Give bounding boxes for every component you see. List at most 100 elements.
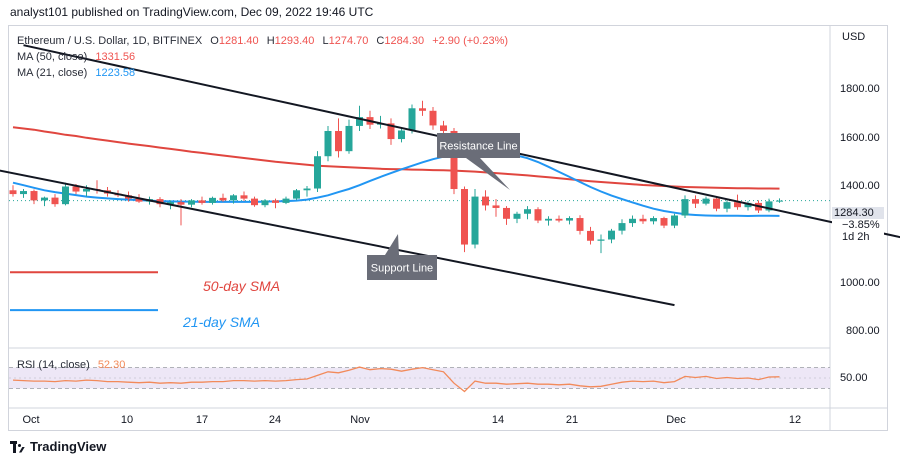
candle-body (62, 186, 69, 205)
rsi-label: RSI (14, close) (17, 359, 90, 371)
candle-body (744, 202, 752, 208)
candle-body (681, 199, 689, 216)
candle-body (293, 190, 300, 199)
candle-body (387, 123, 395, 140)
ma50-legend[interactable]: MA (50, close) 1331.56 (17, 51, 135, 63)
candle-body (482, 196, 489, 206)
candle-body (692, 199, 699, 204)
ma21-value: 1223.58 (95, 67, 136, 79)
candle-body (440, 125, 447, 131)
price-tick: 1800.00 (840, 83, 880, 95)
time-tick: 12 (788, 414, 802, 426)
candle-body (30, 191, 38, 201)
chart-frame (8, 25, 888, 431)
candle-body (408, 108, 416, 131)
rsi-tick: 50.00 (840, 372, 868, 384)
candle-body (608, 230, 615, 240)
current-change: −3.85% (842, 219, 880, 231)
candle-body (576, 218, 584, 231)
candle-body (671, 215, 678, 226)
candle-body (72, 186, 80, 192)
candle-body (83, 189, 90, 192)
open-label: O (210, 35, 219, 47)
candle-body (702, 198, 710, 204)
price-tick: 1600.00 (840, 132, 880, 144)
candle-body (188, 200, 195, 205)
tradingview-logo[interactable]: TradingView (10, 439, 106, 454)
open-value: 1281.40 (218, 35, 259, 47)
candle-body (524, 209, 531, 214)
candle-body (324, 130, 332, 157)
ma50-line (12, 126, 780, 190)
ma50-label: MA (50, close) (17, 51, 88, 63)
brand-name: TradingView (30, 439, 107, 454)
time-tick: 14 (491, 414, 505, 426)
candle-body (209, 197, 216, 203)
candle-body (9, 190, 17, 195)
sma21-annotation: 21-day SMA (183, 314, 261, 330)
candle-body (20, 191, 27, 195)
candle-body (51, 197, 59, 205)
candle-body (587, 230, 594, 241)
candle-body (471, 196, 479, 245)
symbol-name[interactable]: Ethereum / U.S. Dollar, 1D, BITFINEX (17, 35, 203, 47)
candle-body (765, 201, 773, 211)
resistance-callout-box (437, 133, 520, 190)
high-value: 1293.40 (274, 35, 315, 47)
support-callout-label: Support Line (371, 263, 433, 275)
candle-body (282, 198, 290, 203)
sma50-annotation: 50-day SMA (203, 278, 281, 294)
current-price-tag: 1284.30 −3.85% 1d 2h (832, 207, 884, 243)
candle-body (198, 200, 206, 203)
candle-body (167, 202, 174, 205)
ma21-legend[interactable]: MA (21, close) 1223.58 (17, 67, 135, 79)
candle-body (723, 202, 731, 209)
published-line: analyst101 published on TradingView.com,… (10, 5, 374, 19)
candle-body (513, 213, 521, 219)
candle-body (713, 198, 720, 209)
candle-body (261, 200, 269, 206)
candle-body (629, 218, 636, 224)
candle-body (566, 218, 573, 221)
candle-time-left: 1d 2h (842, 231, 870, 243)
support-callout-box (367, 234, 437, 280)
time-tick: 10 (120, 414, 134, 426)
price-tick: 800.00 (846, 325, 880, 337)
candle-body (314, 156, 321, 189)
candle-body (240, 195, 248, 199)
candle-body (776, 200, 783, 202)
close-label: C (376, 35, 385, 47)
time-tick: 24 (268, 414, 282, 426)
rsi-legend[interactable]: RSI (14, close) 52.30 (17, 359, 125, 371)
candle-body (660, 218, 668, 226)
low-label: L (322, 35, 329, 47)
candle-body (419, 108, 426, 111)
currency-label[interactable]: USD (842, 31, 866, 43)
price-tick: 1000.00 (840, 277, 880, 289)
candle-body (450, 130, 458, 190)
candle-body (545, 218, 552, 221)
low-value: 1274.70 (328, 35, 369, 47)
candle-body (41, 197, 48, 201)
candle-body (230, 195, 237, 201)
candle-body (618, 223, 626, 231)
close-value: 1284.30 (384, 35, 425, 47)
rsi-line (12, 366, 780, 393)
candle-body (555, 218, 563, 221)
candle-body (650, 218, 657, 222)
candle-body (461, 189, 468, 245)
candle-body (398, 130, 405, 140)
candle-body (534, 209, 542, 221)
time-tick: Oct (22, 414, 40, 426)
candle-body (429, 110, 437, 126)
candle-body (597, 239, 605, 241)
candle-body (734, 202, 741, 208)
ma21-line (12, 151, 780, 218)
candle-body (251, 198, 258, 206)
candle-body (135, 198, 143, 202)
time-tick: 17 (195, 414, 209, 426)
ma21-label: MA (21, close) (17, 67, 88, 79)
candle-body (345, 125, 353, 152)
candle-body (492, 205, 500, 208)
